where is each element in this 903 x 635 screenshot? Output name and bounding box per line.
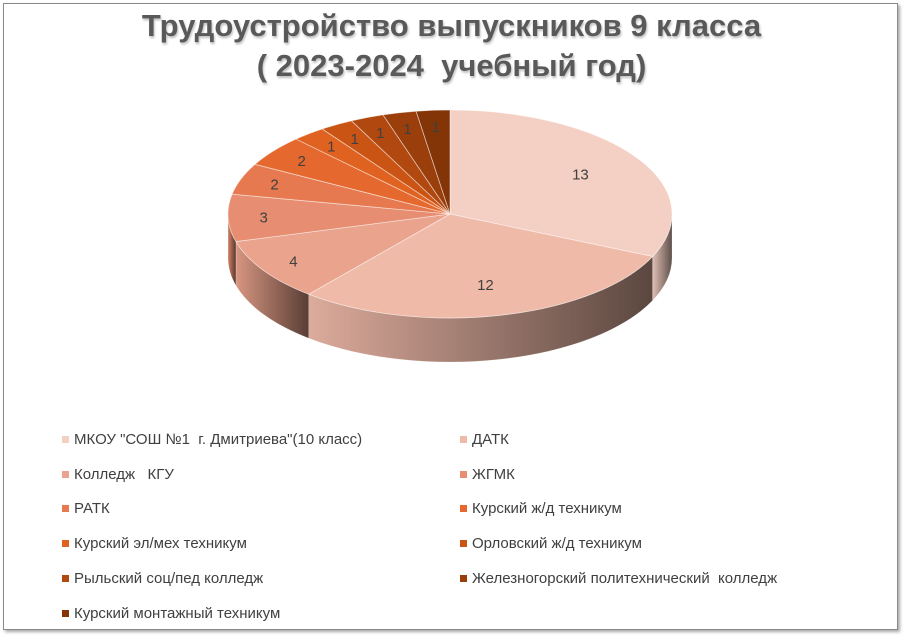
legend-swatch [460, 470, 467, 478]
legend-item-3: Колледж КГУ [62, 466, 174, 483]
pie-slices [227, 109, 673, 319]
legend-label: ЖГМК [472, 465, 515, 483]
pie-slice-2 [307, 213, 654, 319]
legend-swatch [62, 505, 69, 513]
legend-label: МКОУ "СОШ №1 г. Дмитриева"(10 класс) [74, 431, 363, 448]
legend-label: Колледж КГУ [74, 465, 174, 483]
legend-label: Курский монтажный техникум [74, 604, 281, 622]
pie-data-label-4: 3 [259, 209, 267, 226]
legend-label: Курский ж/д техникум [472, 500, 622, 518]
legend-swatch [460, 436, 467, 443]
legend-swatch [460, 540, 467, 548]
pie-slice-3 [235, 213, 451, 295]
chart-title-line-2: ( 2023-2024 учебный год) [256, 48, 647, 83]
pie-data-label-7: 1 [327, 139, 335, 156]
legend-item-8: Орловский ж/д техникум [460, 535, 642, 552]
pie-data-label-10: 1 [403, 121, 411, 138]
pie-slice-11 [415, 109, 451, 215]
legend-item-9: Рыльский соц/пед колледж [62, 570, 263, 587]
legend-item-2: ДАТК [460, 431, 509, 448]
legend-swatch [460, 574, 467, 582]
legend-item-1: МКОУ "СОШ №1 г. Дмитриева"(10 класс) [62, 431, 362, 448]
legend-label: Рыльский соц/пед колледж [74, 569, 264, 587]
pie-data-label-11: 1 [432, 119, 440, 136]
pie-data-label-6: 2 [298, 153, 306, 170]
pie-data-label-9: 1 [376, 125, 384, 142]
legend-swatch [62, 609, 69, 617]
legend-label: РАТК [74, 500, 110, 518]
legend-label: ДАТК [472, 431, 509, 448]
legend-swatch [62, 436, 69, 443]
pie-data-label-8: 1 [351, 131, 359, 148]
legend-swatch [62, 540, 69, 548]
legend-item-6: Курский ж/д техникум [460, 500, 622, 517]
legend-label: Орловский ж/д техникум [472, 535, 642, 553]
legend-item-5: РАТК [62, 500, 110, 517]
legend-label: Железногорский политехнический колледж [472, 569, 778, 587]
chart-title-line-1: Трудоустройство выпускников 9 класса [141, 8, 762, 43]
pie-data-label-3: 4 [289, 253, 297, 270]
pie-data-label-1: 13 [572, 166, 589, 183]
legend-label: Курский эл/мех техникум [74, 535, 247, 553]
chart-title: Трудоустройство выпускников 9 класса ( 2… [0, 6, 903, 86]
legend-swatch [460, 505, 467, 513]
pie-data-label-2: 12 [477, 277, 494, 294]
legend-item-11: Курский монтажный техникум [62, 605, 280, 622]
legend-swatch [62, 574, 69, 582]
pie-slice-1 [449, 109, 673, 257]
legend-swatch [62, 470, 69, 478]
pie-slice-4 [227, 193, 451, 242]
pie-data-label-5: 2 [270, 176, 278, 193]
legend-item-10: Железногорский политехнический колледж [460, 570, 777, 587]
legend-item-7: Курский эл/мех техникум [62, 535, 247, 552]
legend-item-4: ЖГМК [460, 466, 515, 483]
